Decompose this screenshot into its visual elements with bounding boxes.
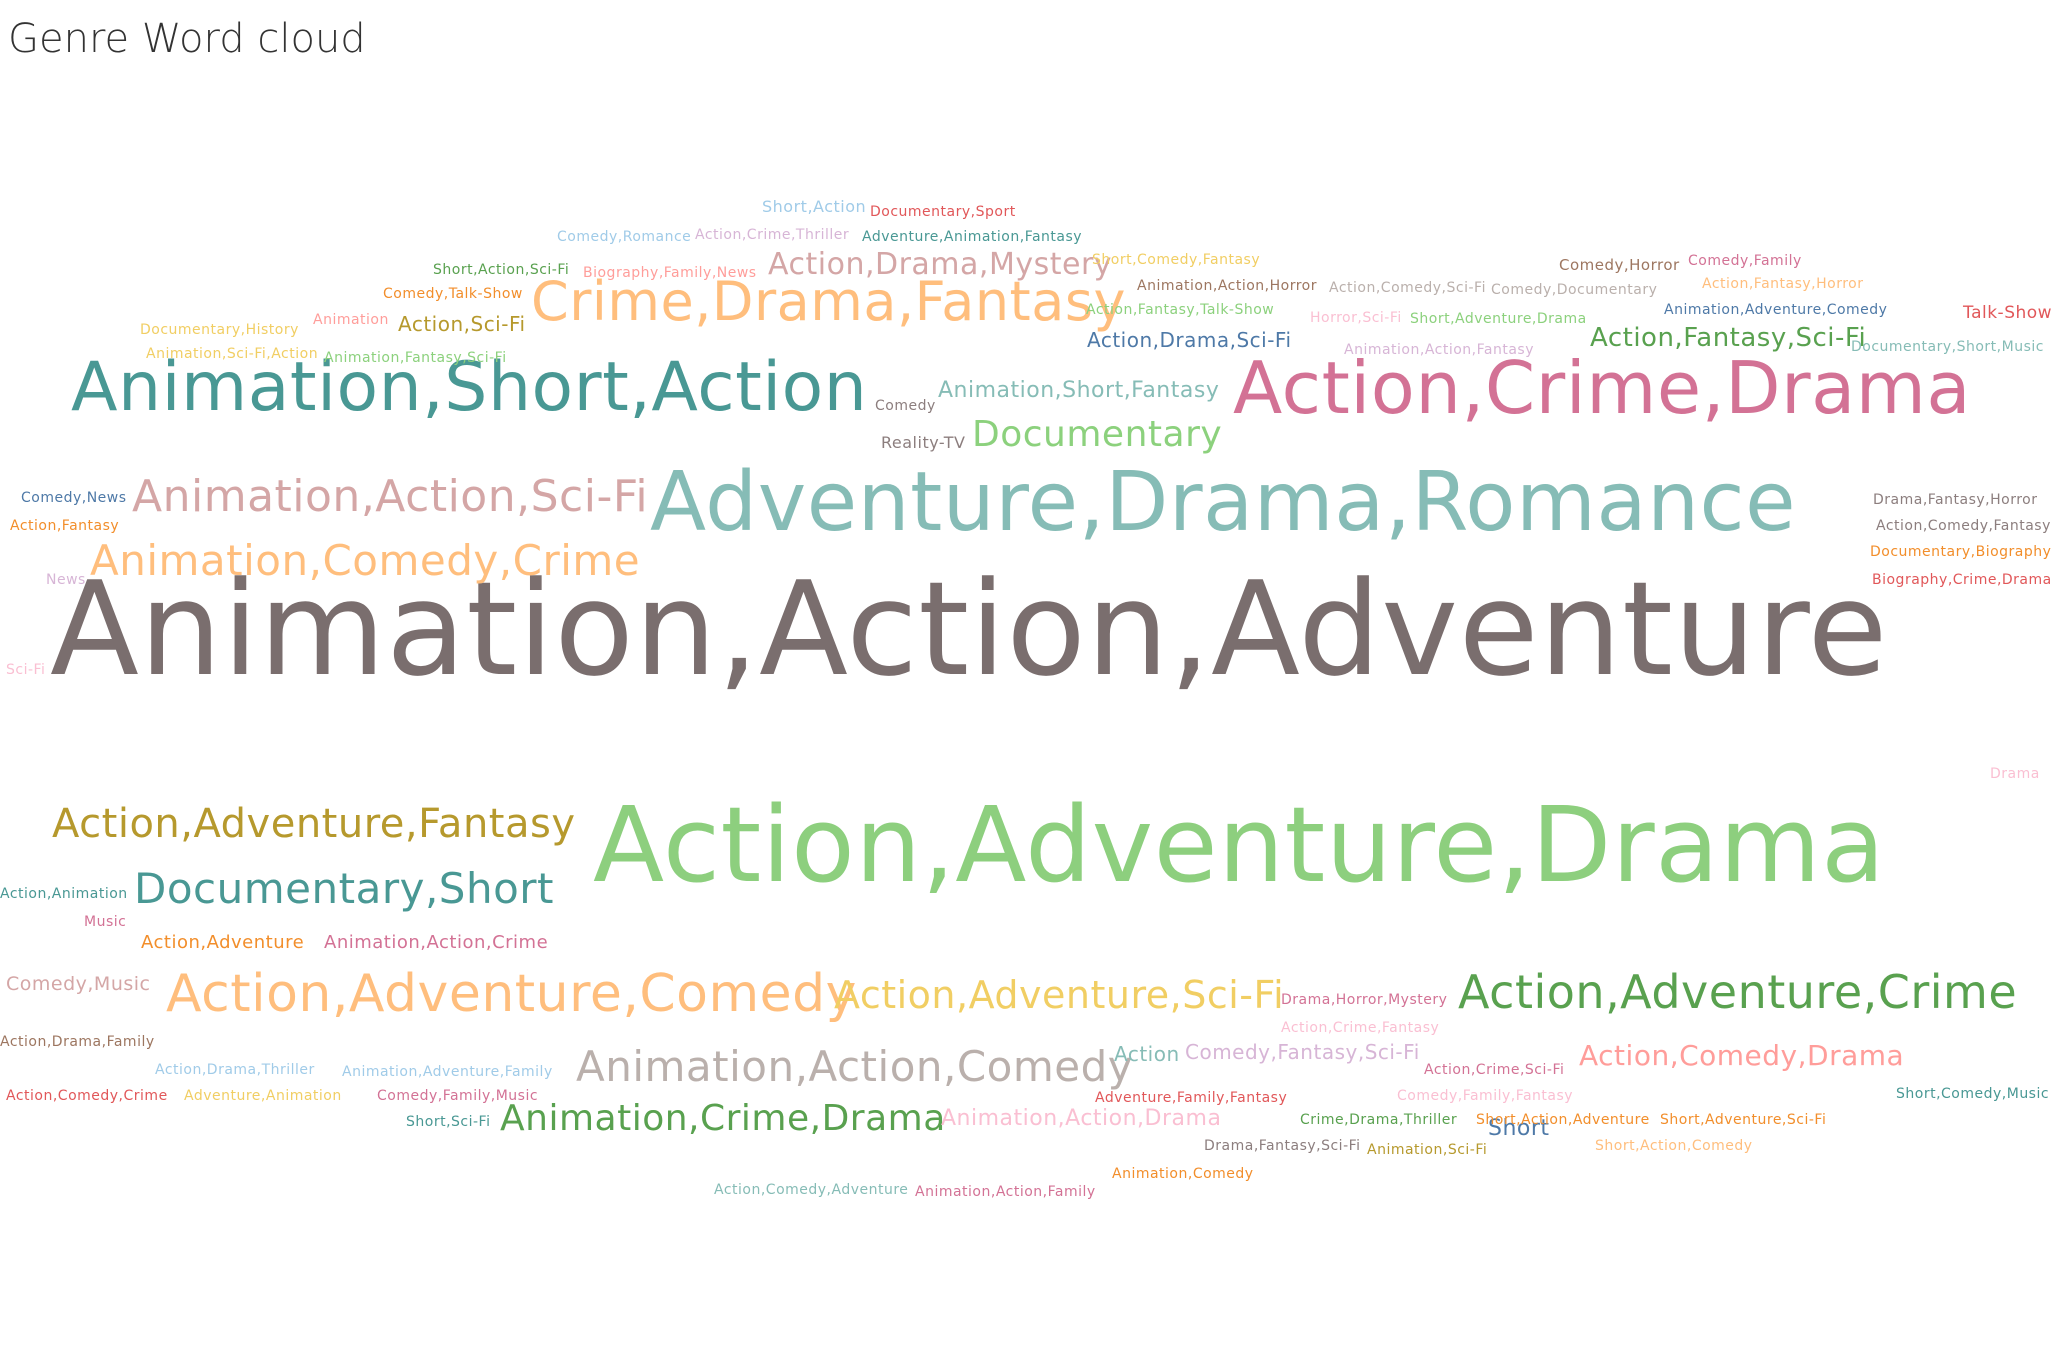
word-cloud-term: Comedy,Family [1688,253,1802,269]
word-cloud-term: Documentary,Short,Music [1851,339,2044,355]
word-cloud-term: Short,Adventure,Drama [1410,311,1587,327]
word-cloud-term: Animation,Sci-Fi,Action [146,346,319,362]
word-cloud-term: Animation,Short,Fantasy [938,378,1220,403]
word-cloud-term: Action,Crime,Drama [1233,346,1971,430]
word-cloud-term: Animation,Action,Drama [941,1106,1222,1131]
word-cloud-term: News [46,572,86,588]
word-cloud-term: Action,Adventure,Crime [1458,965,2018,1019]
word-cloud-term: Animation,Action,Adventure [50,553,1888,705]
word-cloud-term: Action,Fantasy [10,518,120,534]
word-cloud-term: Talk-Show [1963,303,2053,323]
word-cloud-term: Action,Sci-Fi [398,312,526,336]
word-cloud-term: Adventure,Family,Fantasy [1095,1090,1288,1106]
word-cloud-term: Documentary,Sport [870,204,1016,220]
word-cloud-term: Comedy,Romance [557,229,692,245]
word-cloud-term: Crime,Drama,Fantasy [531,270,1126,333]
word-cloud-term: Crime,Drama,Thriller [1300,1112,1458,1128]
word-cloud-term: Short,Action,Sci-Fi [433,262,570,278]
word-cloud-term: Sci-Fi [6,662,46,678]
chart-title: Genre Word cloud [8,16,366,62]
word-cloud-term: Animation,Adventure,Family [342,1064,553,1080]
word-cloud-term: Short,Comedy,Music [1896,1086,2050,1102]
word-cloud-term: Action,Adventure [141,932,305,953]
word-cloud-term: Animation,Comedy [1112,1166,1254,1182]
word-cloud-term: Comedy,Fantasy,Sci-Fi [1185,1040,1420,1064]
word-cloud-term: Action,Comedy,Crime [6,1088,168,1104]
word-cloud-term: Action,Drama,Thriller [155,1062,315,1078]
word-cloud-term: Comedy,Music [6,973,151,995]
word-cloud-term: Drama,Fantasy,Sci-Fi [1204,1138,1361,1154]
word-cloud-term: Horror,Sci-Fi [1310,310,1402,326]
word-cloud-term: Short [1488,1116,1550,1141]
word-cloud-term: Action,Crime,Sci-Fi [1424,1062,1565,1078]
word-cloud-term: Adventure,Animation,Fantasy [862,229,1083,245]
word-cloud-term: Animation,Adventure,Comedy [1664,302,1888,318]
word-cloud-term: Adventure,Animation [184,1088,342,1104]
word-cloud-term: Animation,Action,Horror [1137,278,1317,294]
word-cloud-term: Documentary [972,414,1223,455]
word-cloud-term: Comedy [875,398,936,414]
word-cloud-term: Action [1114,1042,1180,1066]
word-cloud-term: Animation,Fantasy,Sci-Fi [324,350,507,366]
word-cloud-term: Action,Comedy,Adventure [714,1182,909,1198]
word-cloud-term: Animation,Action,Sci-Fi [132,471,649,522]
word-cloud-term: Animation,Action,Fantasy [1344,342,1534,358]
word-cloud-term: Action,Fantasy,Sci-Fi [1590,323,1867,353]
word-cloud-term: Action,Adventure,Fantasy [52,801,576,847]
word-cloud-term: Animation,Short,Action [71,348,868,427]
word-cloud-term: Comedy,Horror [1559,256,1680,274]
word-cloud-term: Reality-TV [881,433,966,452]
word-cloud-term: Action,Fantasy,Talk-Show [1086,302,1275,318]
word-cloud-term: Animation,Sci-Fi [1367,1142,1488,1158]
word-cloud-term: Comedy,Family,Fantasy [1397,1088,1574,1104]
word-cloud-term: Action,Comedy,Drama [1579,1039,1905,1072]
word-cloud-term: Drama [1990,766,2040,782]
word-cloud-term: Action,Adventure,Sci-Fi [834,973,1285,1017]
word-cloud-term: Adventure,Drama,Romance [650,455,1797,550]
word-cloud-term: Animation,Action,Comedy [576,1042,1134,1091]
word-cloud-term: Short,Adventure,Sci-Fi [1660,1112,1827,1128]
word-cloud-term: Action,Adventure,Comedy [166,964,857,1024]
word-cloud-term: Biography,Family,News [583,265,757,281]
word-cloud-term: Short,Sci-Fi [406,1114,491,1130]
word-cloud-term: Comedy,News [21,490,127,506]
word-cloud-term: Short,Comedy,Fantasy [1092,252,1261,268]
word-cloud-term: Action,Crime,Fantasy [1281,1020,1440,1036]
word-cloud-term: Action,Fantasy,Horror [1702,276,1864,292]
word-cloud-term: Animation [313,312,389,328]
word-cloud-term: Animation,Comedy,Crime [90,536,641,585]
word-cloud-term: Comedy,Family,Music [377,1088,539,1104]
word-cloud-term: Comedy,Documentary [1491,282,1658,298]
word-cloud-term: Comedy,Talk-Show [383,286,523,302]
word-cloud-term: Action,Drama,Mystery [768,247,1113,282]
word-cloud-term: Action,Adventure,Drama [593,784,1886,906]
word-cloud-term: Action,Crime,Thriller [695,227,850,243]
word-cloud-term: Music [84,914,127,930]
word-cloud-term: Action,Drama,Family [0,1034,155,1050]
word-cloud-term: Biography,Crime,Drama [1872,572,2052,588]
word-cloud-term: Action,Drama,Sci-Fi [1087,328,1292,352]
word-cloud-term: Documentary,Biography [1870,544,2052,560]
word-cloud-term: Drama,Horror,Mystery [1281,992,1448,1008]
word-cloud-term: Action,Animation [0,886,128,902]
word-cloud-term: Drama,Fantasy,Horror [1873,492,2038,508]
word-cloud-term: Animation,Crime,Drama [500,1098,946,1139]
word-cloud-term: Action,Comedy,Fantasy [1876,518,2051,534]
word-cloud-term: Animation,Action,Crime [324,932,549,953]
word-cloud-term: Documentary,History [140,322,299,338]
word-cloud-term: Action,Comedy,Sci-Fi [1329,280,1486,296]
word-cloud-term: Short,Action [762,197,867,216]
word-cloud-term: Documentary,Short [134,864,555,913]
word-cloud-term: Short,Action,Adventure [1476,1112,1650,1128]
word-cloud-term: Animation,Action,Family [915,1184,1096,1200]
word-cloud-term: Short,Action,Comedy [1595,1138,1753,1154]
